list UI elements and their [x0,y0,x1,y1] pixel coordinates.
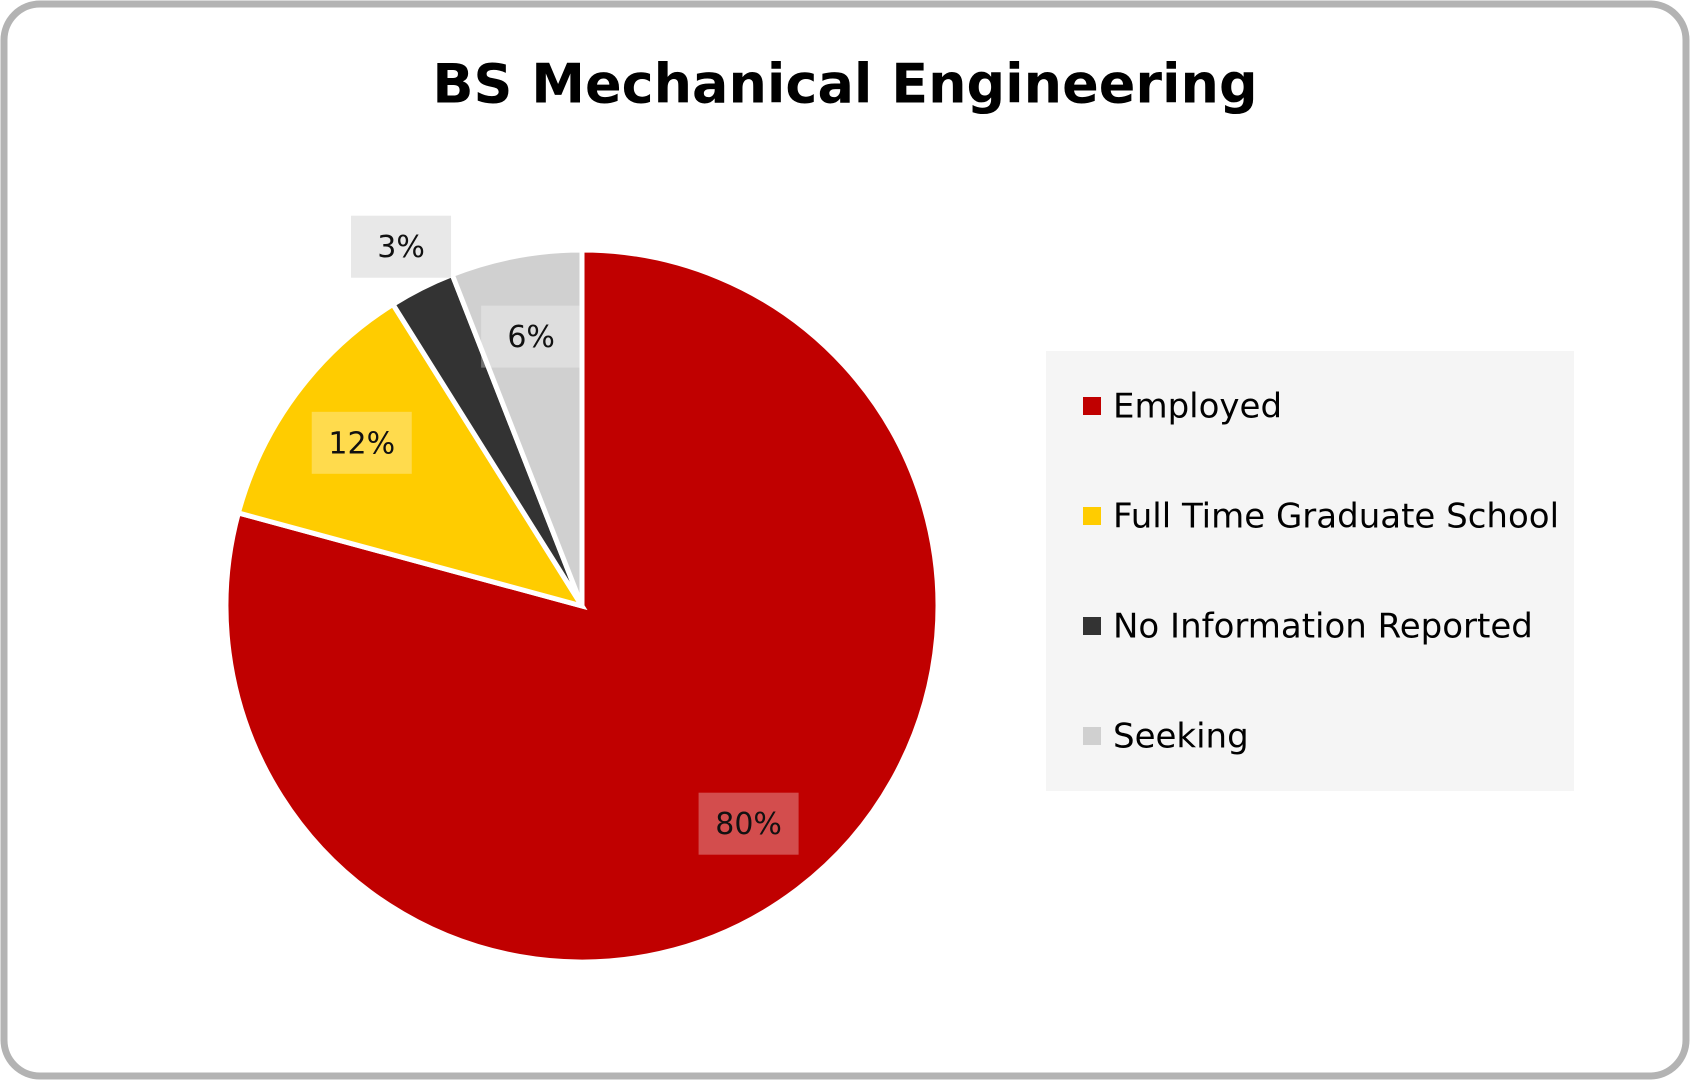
data-label-bg [311,411,412,474]
pie-slice [235,300,588,611]
legend-swatch [1083,617,1101,635]
data-label: 6% [507,320,555,355]
data-label: 80% [715,807,782,842]
data-label-bg [698,792,799,855]
chart-title: BS Mechanical Engineering [432,53,1257,116]
data-label-bg [481,305,582,368]
data-label-bg [351,215,452,278]
legend-label: Seeking [1113,717,1249,757]
legend-label: Full Time Graduate School [1113,497,1559,537]
legend-swatch [1083,727,1101,745]
legend-label: Employed [1113,387,1282,427]
data-label: 3% [377,230,425,265]
pie-slice [448,247,585,607]
pie-slice [223,247,941,965]
legend-swatch [1083,507,1101,525]
legend-label: No Information Reported [1113,607,1533,647]
data-label: 12% [328,426,395,461]
legend-box [1046,351,1574,791]
legend-swatch [1083,397,1101,415]
